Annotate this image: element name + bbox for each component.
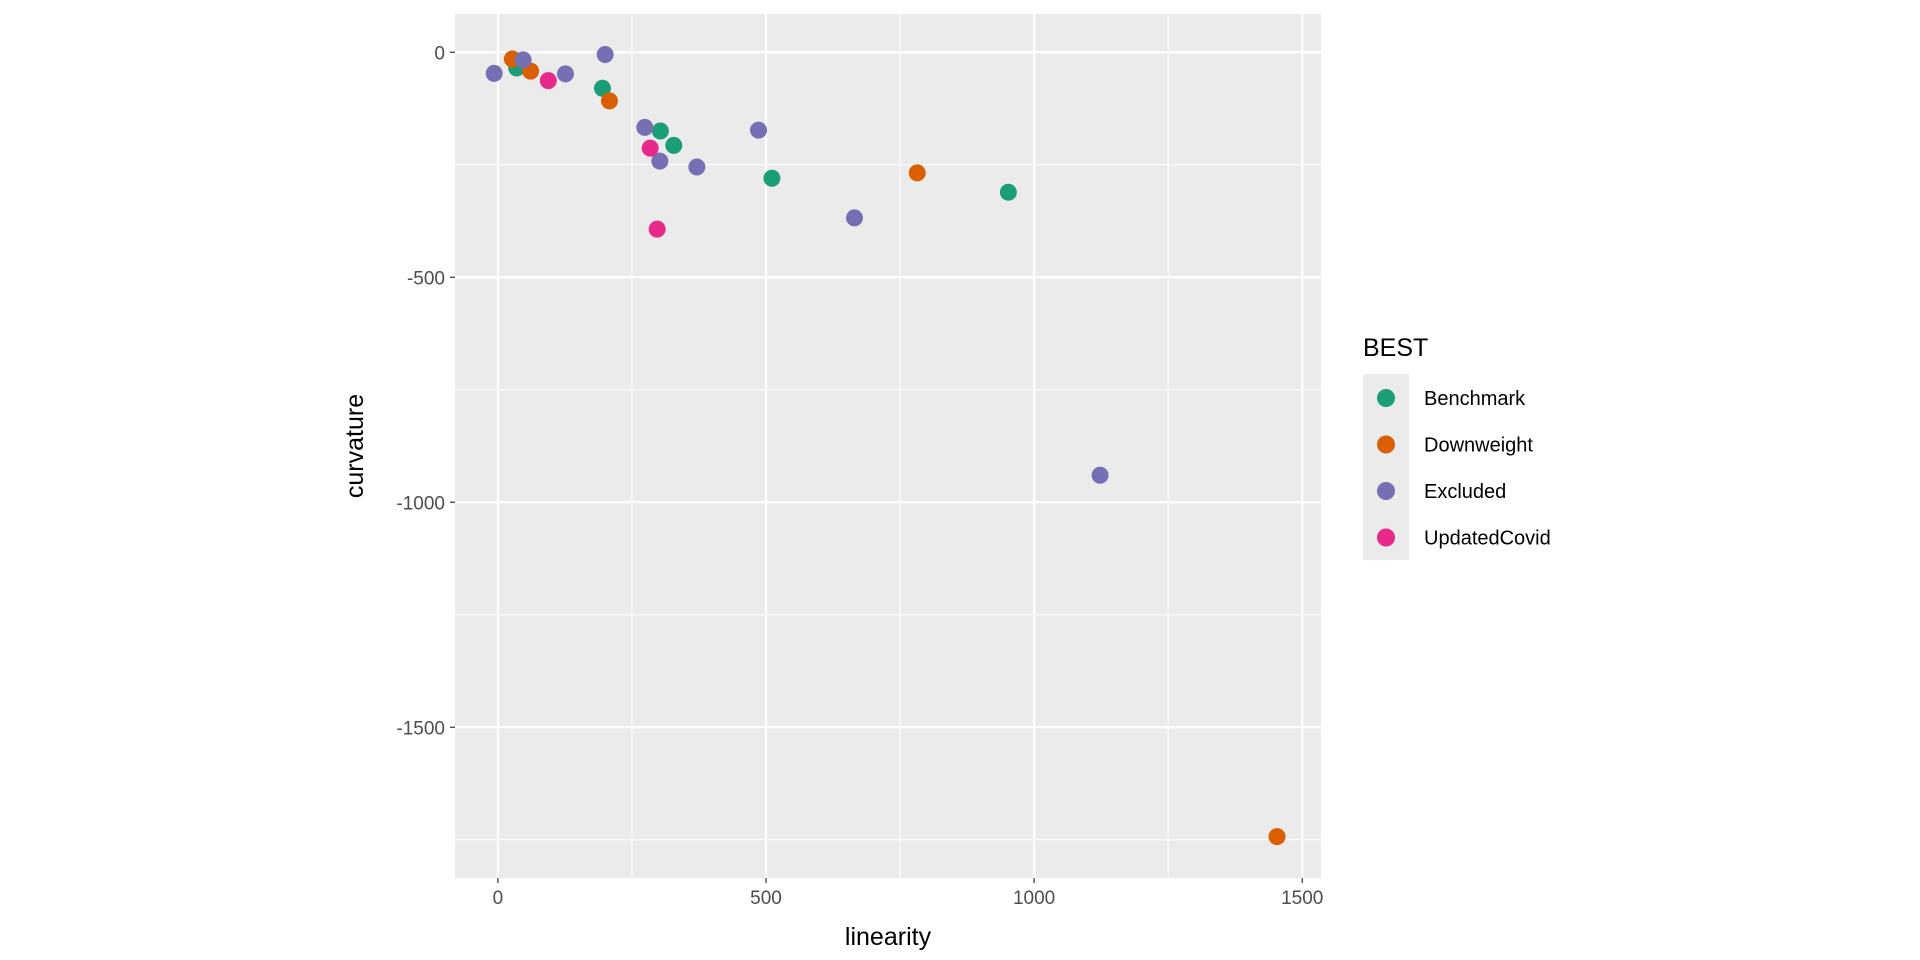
data-point-excluded bbox=[514, 51, 532, 69]
data-point-excluded bbox=[485, 64, 503, 82]
data-point-downweight bbox=[1268, 828, 1286, 846]
y-axis: 0 -500 -1000 -1500 bbox=[396, 43, 455, 739]
legend-label-updatedcovid: UpdatedCovid bbox=[1424, 528, 1551, 550]
data-point-updatedcovid bbox=[648, 220, 666, 238]
data-point-excluded bbox=[750, 121, 768, 139]
x-tick-label: 0 bbox=[493, 888, 504, 909]
data-point-benchmark bbox=[999, 183, 1017, 201]
data-point-benchmark bbox=[651, 122, 669, 140]
data-point-excluded bbox=[596, 46, 614, 63]
legend-label-downweight: Downweight bbox=[1424, 435, 1533, 457]
data-points bbox=[485, 46, 1286, 846]
data-point-benchmark bbox=[665, 136, 683, 154]
y-tick-label: -500 bbox=[407, 268, 445, 289]
legend-title: BEST bbox=[1363, 334, 1428, 362]
legend-label-excluded: Excluded bbox=[1424, 481, 1506, 503]
x-tick-label: 1000 bbox=[1013, 888, 1055, 909]
legend-key-benchmark bbox=[1377, 389, 1395, 407]
data-point-excluded bbox=[845, 209, 863, 227]
data-point-excluded bbox=[556, 65, 574, 83]
legend-items: Benchmark Downweight Excluded UpdatedCovid bbox=[1377, 388, 1551, 550]
minor-gridlines bbox=[455, 14, 1321, 878]
x-tick-label: 500 bbox=[750, 888, 782, 909]
data-point-updatedcovid bbox=[641, 139, 659, 157]
x-axis-title: linearity bbox=[845, 923, 932, 951]
y-tick-label: -1000 bbox=[396, 493, 445, 514]
data-point-downweight bbox=[600, 92, 618, 110]
legend: BEST Benchmark Downweight Excluded UpdatedC… bbox=[1363, 334, 1551, 560]
legend-key-downweight bbox=[1377, 435, 1395, 454]
data-point-excluded bbox=[636, 118, 654, 136]
data-point-excluded bbox=[651, 152, 669, 170]
y-tick-label: -1500 bbox=[396, 718, 445, 739]
x-tick-label: 1500 bbox=[1281, 888, 1323, 909]
legend-key-excluded bbox=[1377, 482, 1395, 500]
legend-label-benchmark: Benchmark bbox=[1424, 388, 1526, 410]
y-tick-label: 0 bbox=[434, 43, 445, 64]
y-axis-title: curvature bbox=[341, 394, 369, 498]
data-point-benchmark bbox=[763, 169, 781, 187]
plot-panel bbox=[455, 14, 1321, 878]
data-point-benchmark bbox=[593, 79, 611, 97]
legend-key-updatedcovid bbox=[1377, 528, 1395, 547]
data-point-excluded bbox=[688, 158, 706, 176]
data-point-updatedcovid bbox=[539, 72, 557, 90]
data-point-excluded bbox=[1091, 466, 1109, 484]
x-axis: 0 500 1000 1500 bbox=[493, 878, 1323, 909]
data-point-downweight bbox=[908, 164, 926, 182]
